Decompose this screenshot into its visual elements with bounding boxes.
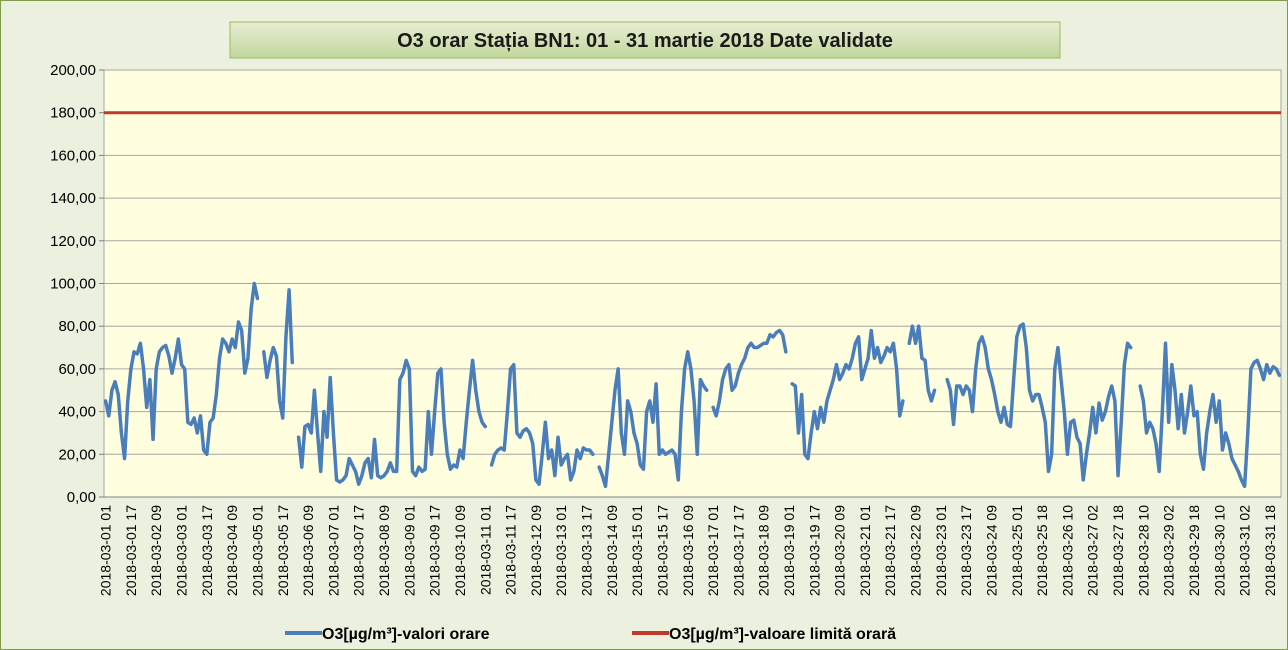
- x-tick-label: 2018-03-18 09: [756, 505, 772, 596]
- x-tick-label: 2018-03-09 01: [401, 505, 417, 596]
- y-tick-label: 0,00: [67, 489, 96, 506]
- x-tick-label: 2018-03-20 09: [832, 505, 848, 596]
- x-tick-label: 2018-03-27 02: [1085, 505, 1101, 596]
- x-tick-label: 2018-03-31 02: [1237, 505, 1253, 596]
- x-tick-label: 2018-03-28 10: [1135, 505, 1151, 596]
- y-tick-label: 40,00: [58, 404, 96, 421]
- x-tick-label: 2018-03-17 17: [730, 505, 746, 596]
- x-tick-label: 2018-03-09 17: [427, 505, 443, 596]
- legend-label: O3[µg/m³]-valoare limită orară: [669, 626, 896, 643]
- x-tick-label: 2018-03-29 18: [1186, 505, 1202, 596]
- x-tick-label: 2018-03-02 09: [148, 505, 164, 596]
- x-tick-label: 2018-03-24 09: [983, 505, 999, 596]
- y-tick-label: 20,00: [58, 446, 96, 463]
- x-tick-label: 2018-03-23 17: [958, 505, 974, 596]
- x-tick-label: 2018-03-15 01: [629, 505, 645, 596]
- title-box: [229, 21, 1061, 59]
- x-tick-label: 2018-03-23 01: [933, 505, 949, 596]
- y-tick-label: 140,00: [50, 190, 96, 207]
- x-tick-label: 2018-03-21 01: [857, 505, 873, 596]
- x-tick-label: 2018-03-03 01: [174, 505, 190, 596]
- x-tick-label: 2018-03-25 18: [1034, 505, 1050, 596]
- x-tick-label: 2018-03-06 09: [300, 505, 316, 596]
- x-tick-label: 2018-03-11 01: [477, 505, 493, 595]
- x-tick-label: 2018-03-05 01: [249, 505, 265, 596]
- y-tick-label: 160,00: [50, 147, 96, 164]
- x-tick-label: 2018-03-11 17: [503, 505, 519, 595]
- x-tick-label: 2018-03-10 09: [452, 505, 468, 596]
- x-tick-label: 2018-03-26 10: [1059, 505, 1075, 596]
- y-tick-label: 120,00: [50, 233, 96, 250]
- x-tick-label: 2018-03-07 17: [351, 505, 367, 596]
- x-tick-label: 2018-03-31 18: [1262, 505, 1278, 596]
- x-tick-label: 2018-03-03 17: [199, 505, 215, 596]
- x-tick-label: 2018-03-01 17: [123, 505, 139, 596]
- y-tick-label: 180,00: [50, 105, 96, 122]
- x-tick-label: 2018-03-05 17: [275, 505, 291, 596]
- y-tick-label: 200,00: [50, 62, 96, 79]
- x-tick-label: 2018-03-07 01: [325, 505, 341, 596]
- x-tick-label: 2018-03-15 17: [654, 505, 670, 596]
- y-tick-label: 60,00: [58, 361, 96, 378]
- x-tick-label: 2018-03-17 01: [705, 505, 721, 596]
- x-tick-label: 2018-03-19 17: [806, 505, 822, 596]
- x-tick-label: 2018-03-14 09: [604, 505, 620, 596]
- x-tick-label: 2018-03-22 09: [908, 505, 924, 596]
- y-tick-label: 100,00: [50, 276, 96, 293]
- x-tick-label: 2018-03-01 01: [98, 505, 114, 596]
- x-tick-label: 2018-03-21 17: [882, 505, 898, 596]
- legend-label: O3[µg/m³]-valori orare: [322, 626, 490, 643]
- x-tick-label: 2018-03-16 09: [680, 505, 696, 596]
- chart-title: O3 orar Stația BN1: 01 - 31 martie 2018 …: [397, 30, 893, 52]
- x-tick-label: 2018-03-29 02: [1161, 505, 1177, 596]
- x-tick-label: 2018-03-30 10: [1211, 505, 1227, 596]
- y-tick-label: 80,00: [58, 318, 96, 335]
- x-tick-label: 2018-03-04 09: [224, 505, 240, 596]
- x-tick-label: 2018-03-08 09: [376, 505, 392, 596]
- data-line: [103, 281, 1282, 489]
- x-tick-label: 2018-03-19 01: [781, 505, 797, 596]
- x-tick-label: 2018-03-25 01: [1009, 505, 1025, 596]
- x-tick-label: 2018-03-12 09: [528, 505, 544, 596]
- x-tick-label: 2018-03-13 01: [553, 505, 569, 596]
- x-tick-label: 2018-03-13 17: [579, 505, 595, 596]
- x-tick-label: 2018-03-27 18: [1110, 505, 1126, 596]
